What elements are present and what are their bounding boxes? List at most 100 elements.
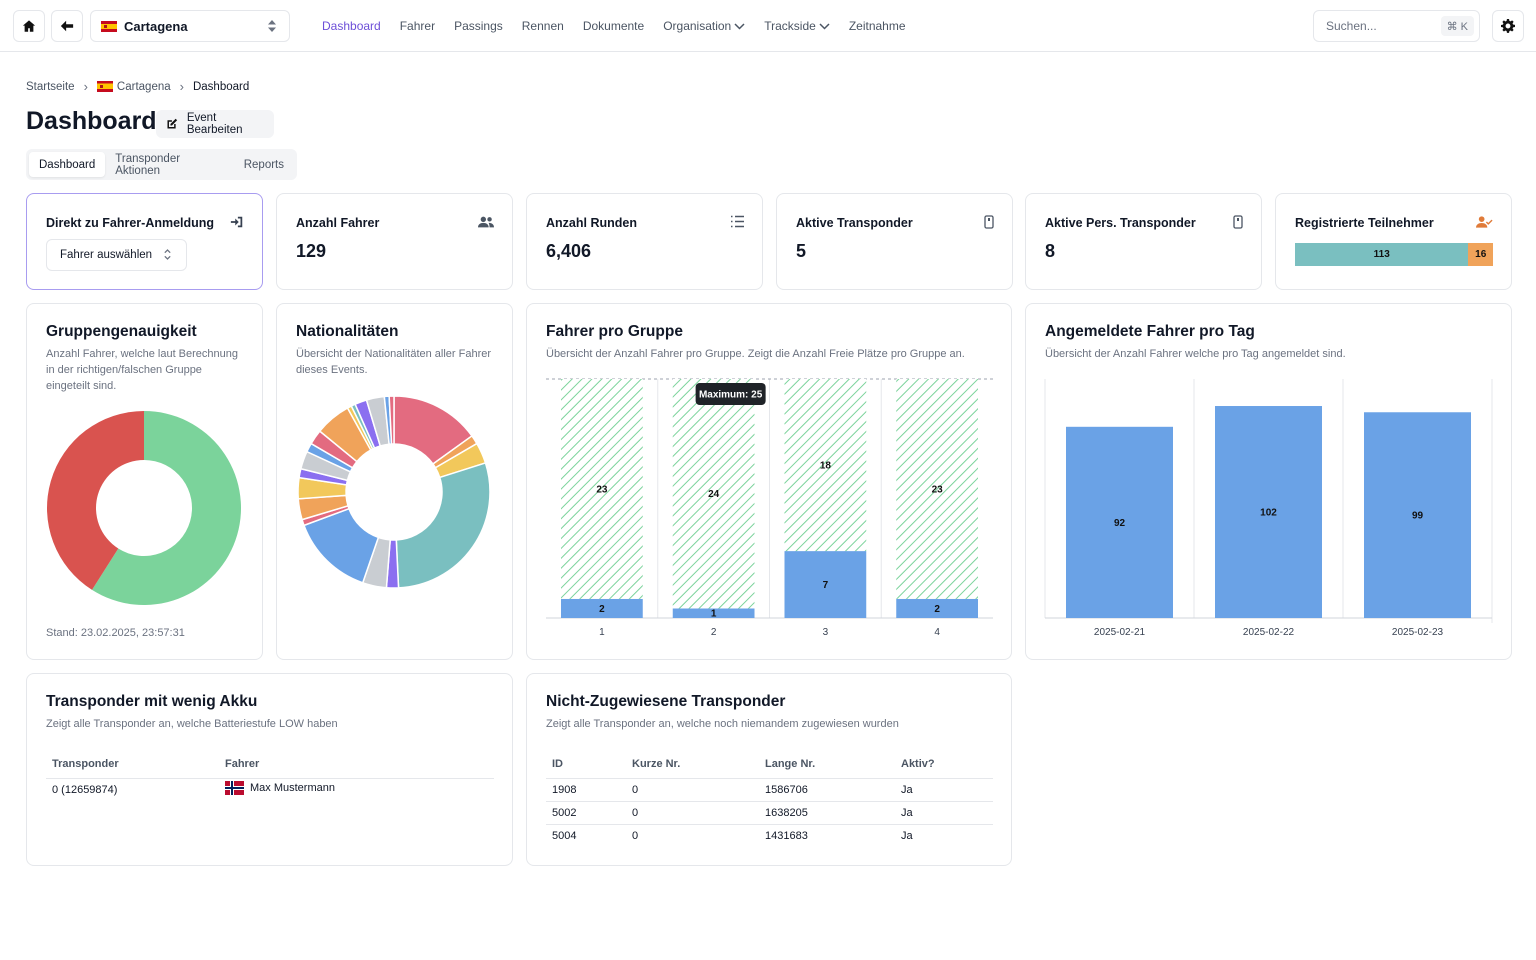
nav-item-zeitnahme[interactable]: Zeitnahme (849, 19, 906, 33)
bar-label: 23 (596, 484, 608, 495)
user-check-icon (1476, 216, 1493, 228)
bar-used[interactable] (784, 551, 867, 618)
card-title: Anzahl Fahrer (296, 216, 380, 230)
x-tick-label: 2025-02-21 (1094, 627, 1146, 638)
bar-label: 2 (934, 604, 940, 615)
card-title: Transponder mit wenig Akku (46, 693, 258, 710)
transponder-icon (984, 215, 994, 229)
tab-dashboard[interactable]: Dashboard (29, 152, 106, 177)
bar-free[interactable] (896, 379, 978, 599)
nav-item-dashboard[interactable]: Dashboard (322, 19, 381, 33)
search-input[interactable]: Suchen... ⌘ K (1313, 10, 1480, 42)
table-row[interactable]: 1908 0 1586706 Ja (546, 778, 993, 802)
breadcrumb-home[interactable]: Startseite (26, 80, 75, 93)
x-tick-label: 1 (599, 627, 605, 638)
bar-free[interactable] (561, 379, 643, 599)
home-button[interactable] (13, 10, 45, 42)
column-header: Kurze Nr. (626, 751, 759, 779)
cell-active: Ja (895, 801, 993, 825)
nav-item-fahrer[interactable]: Fahrer (400, 19, 435, 33)
cell-short: 0 (626, 801, 759, 825)
bar-label: 1 (711, 609, 717, 620)
nav-item-label: Dokumente (582, 19, 645, 33)
pie-slice[interactable] (46, 411, 144, 590)
table-row[interactable]: 5002 0 1638205 Ja (546, 801, 993, 825)
back-button[interactable] (51, 10, 83, 42)
timestamp: Stand: 23.02.2025, 23:57:31 (46, 627, 185, 639)
bar-used[interactable] (896, 598, 978, 618)
nav-item-organisation[interactable]: Organisation (663, 19, 745, 33)
bar[interactable] (1215, 406, 1322, 618)
active-personal-transponders-card: Aktive Pers. Transponder 8 (1025, 193, 1262, 290)
main-nav: Dashboard Fahrer Passings Rennen Dokumente Or… (322, 0, 906, 52)
nav-item-dokumente[interactable]: Dokumente (583, 19, 644, 33)
registration-progress: 113 16 (1295, 243, 1493, 266)
nav-item-trackside[interactable]: Trackside (764, 19, 830, 33)
cell-driver: Max Mustermann (219, 778, 494, 801)
top-bar: Cartagena Dashboard Fahrer Passings Rennen D… (0, 0, 1536, 52)
drivers-per-day-card: Angemeldete Fahrer pro Tag Übersicht der… (1025, 303, 1512, 660)
bar-free[interactable] (784, 379, 867, 552)
bar-label: 102 (1260, 508, 1277, 519)
breadcrumb-current: Dashboard (192, 80, 250, 93)
tooltip-text: Maximum: 25 (699, 390, 763, 401)
page-title: Dashboard (26, 107, 157, 135)
norway-flag-icon (225, 781, 244, 796)
nav-item-label: Dashboard (322, 19, 381, 33)
cell-short: 0 (632, 829, 639, 842)
column-header: ID (546, 751, 626, 779)
driver-select[interactable]: Fahrer auswählen (46, 239, 187, 271)
tab-transponder-actions[interactable]: Transponder Aktionen (115, 152, 181, 177)
card-subtitle: Übersicht der Anzahl Fahrer pro Gruppe. … (546, 348, 965, 360)
card-title: Aktive Pers. Transponder (1045, 216, 1196, 230)
cell-id: 1908 (546, 778, 626, 802)
search-shortcut: ⌘ K (1440, 16, 1474, 36)
card-subtitle: Anzahl Fahrer, welche laut Berechnung in… (46, 348, 239, 392)
drivers-per-group-card: Fahrer pro Gruppe Übersicht der Anzahl F… (526, 303, 1012, 660)
table-row[interactable]: 0 (12659874) Max Mustermann (46, 778, 494, 801)
login-icon (230, 216, 243, 228)
home-icon (22, 20, 36, 32)
chevron-down-icon (819, 23, 830, 30)
column-header: Transponder (46, 751, 219, 779)
breadcrumb-event[interactable]: Cartagena (96, 81, 171, 93)
pie-slice[interactable] (395, 461, 491, 589)
pie-slice[interactable] (388, 395, 395, 445)
cell-transponder: 0 (12659874) (52, 783, 118, 796)
low-battery-card: Transponder mit wenig Akku Zeigt alle Tr… (26, 673, 513, 866)
drivers-count-card: Anzahl Fahrer 129 (276, 193, 513, 290)
registered-participants-card: Registrierte Teilnehmer 113 16 (1275, 193, 1512, 290)
table-row[interactable]: 5004 0 1431683 Ja (546, 824, 993, 847)
unassigned-transponders-card: Nicht-Zugewiesene Transponder Zeigt alle… (526, 673, 1012, 866)
bar[interactable] (1364, 412, 1471, 618)
card-title: Gruppengenauigkeit (46, 323, 197, 340)
group-accuracy-chart (46, 411, 241, 605)
bar[interactable] (1066, 426, 1173, 618)
bar-used[interactable] (672, 608, 755, 618)
x-tick-label: 2 (711, 627, 717, 638)
nav-item-rennen[interactable]: Rennen (522, 19, 564, 33)
pie-slice[interactable] (92, 411, 241, 605)
card-subtitle: Übersicht der Nationalitäten aller Fahre… (296, 348, 492, 376)
edit-icon (167, 118, 178, 129)
bar-label: 24 (708, 489, 720, 500)
settings-button[interactable] (1492, 10, 1524, 42)
tab-reports[interactable]: Reports (243, 158, 284, 171)
nav-item-label: Organisation (663, 19, 732, 33)
bar-used[interactable] (561, 598, 643, 618)
cell-long: 1431683 (765, 829, 808, 842)
bar-label: 18 (820, 461, 832, 472)
nav-item-label: Passings (454, 19, 503, 33)
bar-label: 23 (932, 484, 944, 495)
cell-long: 1586706 (759, 778, 895, 802)
driver-select-label: Fahrer auswählen (60, 249, 153, 261)
nav-item-passings[interactable]: Passings (454, 19, 503, 33)
card-title: Nicht-Zugewiesene Transponder (546, 693, 786, 710)
bar-free[interactable] (672, 379, 755, 609)
x-tick-label: 4 (934, 627, 940, 638)
event-selector[interactable]: Cartagena (90, 10, 290, 42)
cell-active: Ja (895, 778, 993, 802)
gear-icon (1501, 19, 1515, 33)
stat-value: 6,406 (546, 241, 592, 261)
edit-event-button[interactable]: Event Bearbeiten (156, 110, 274, 138)
